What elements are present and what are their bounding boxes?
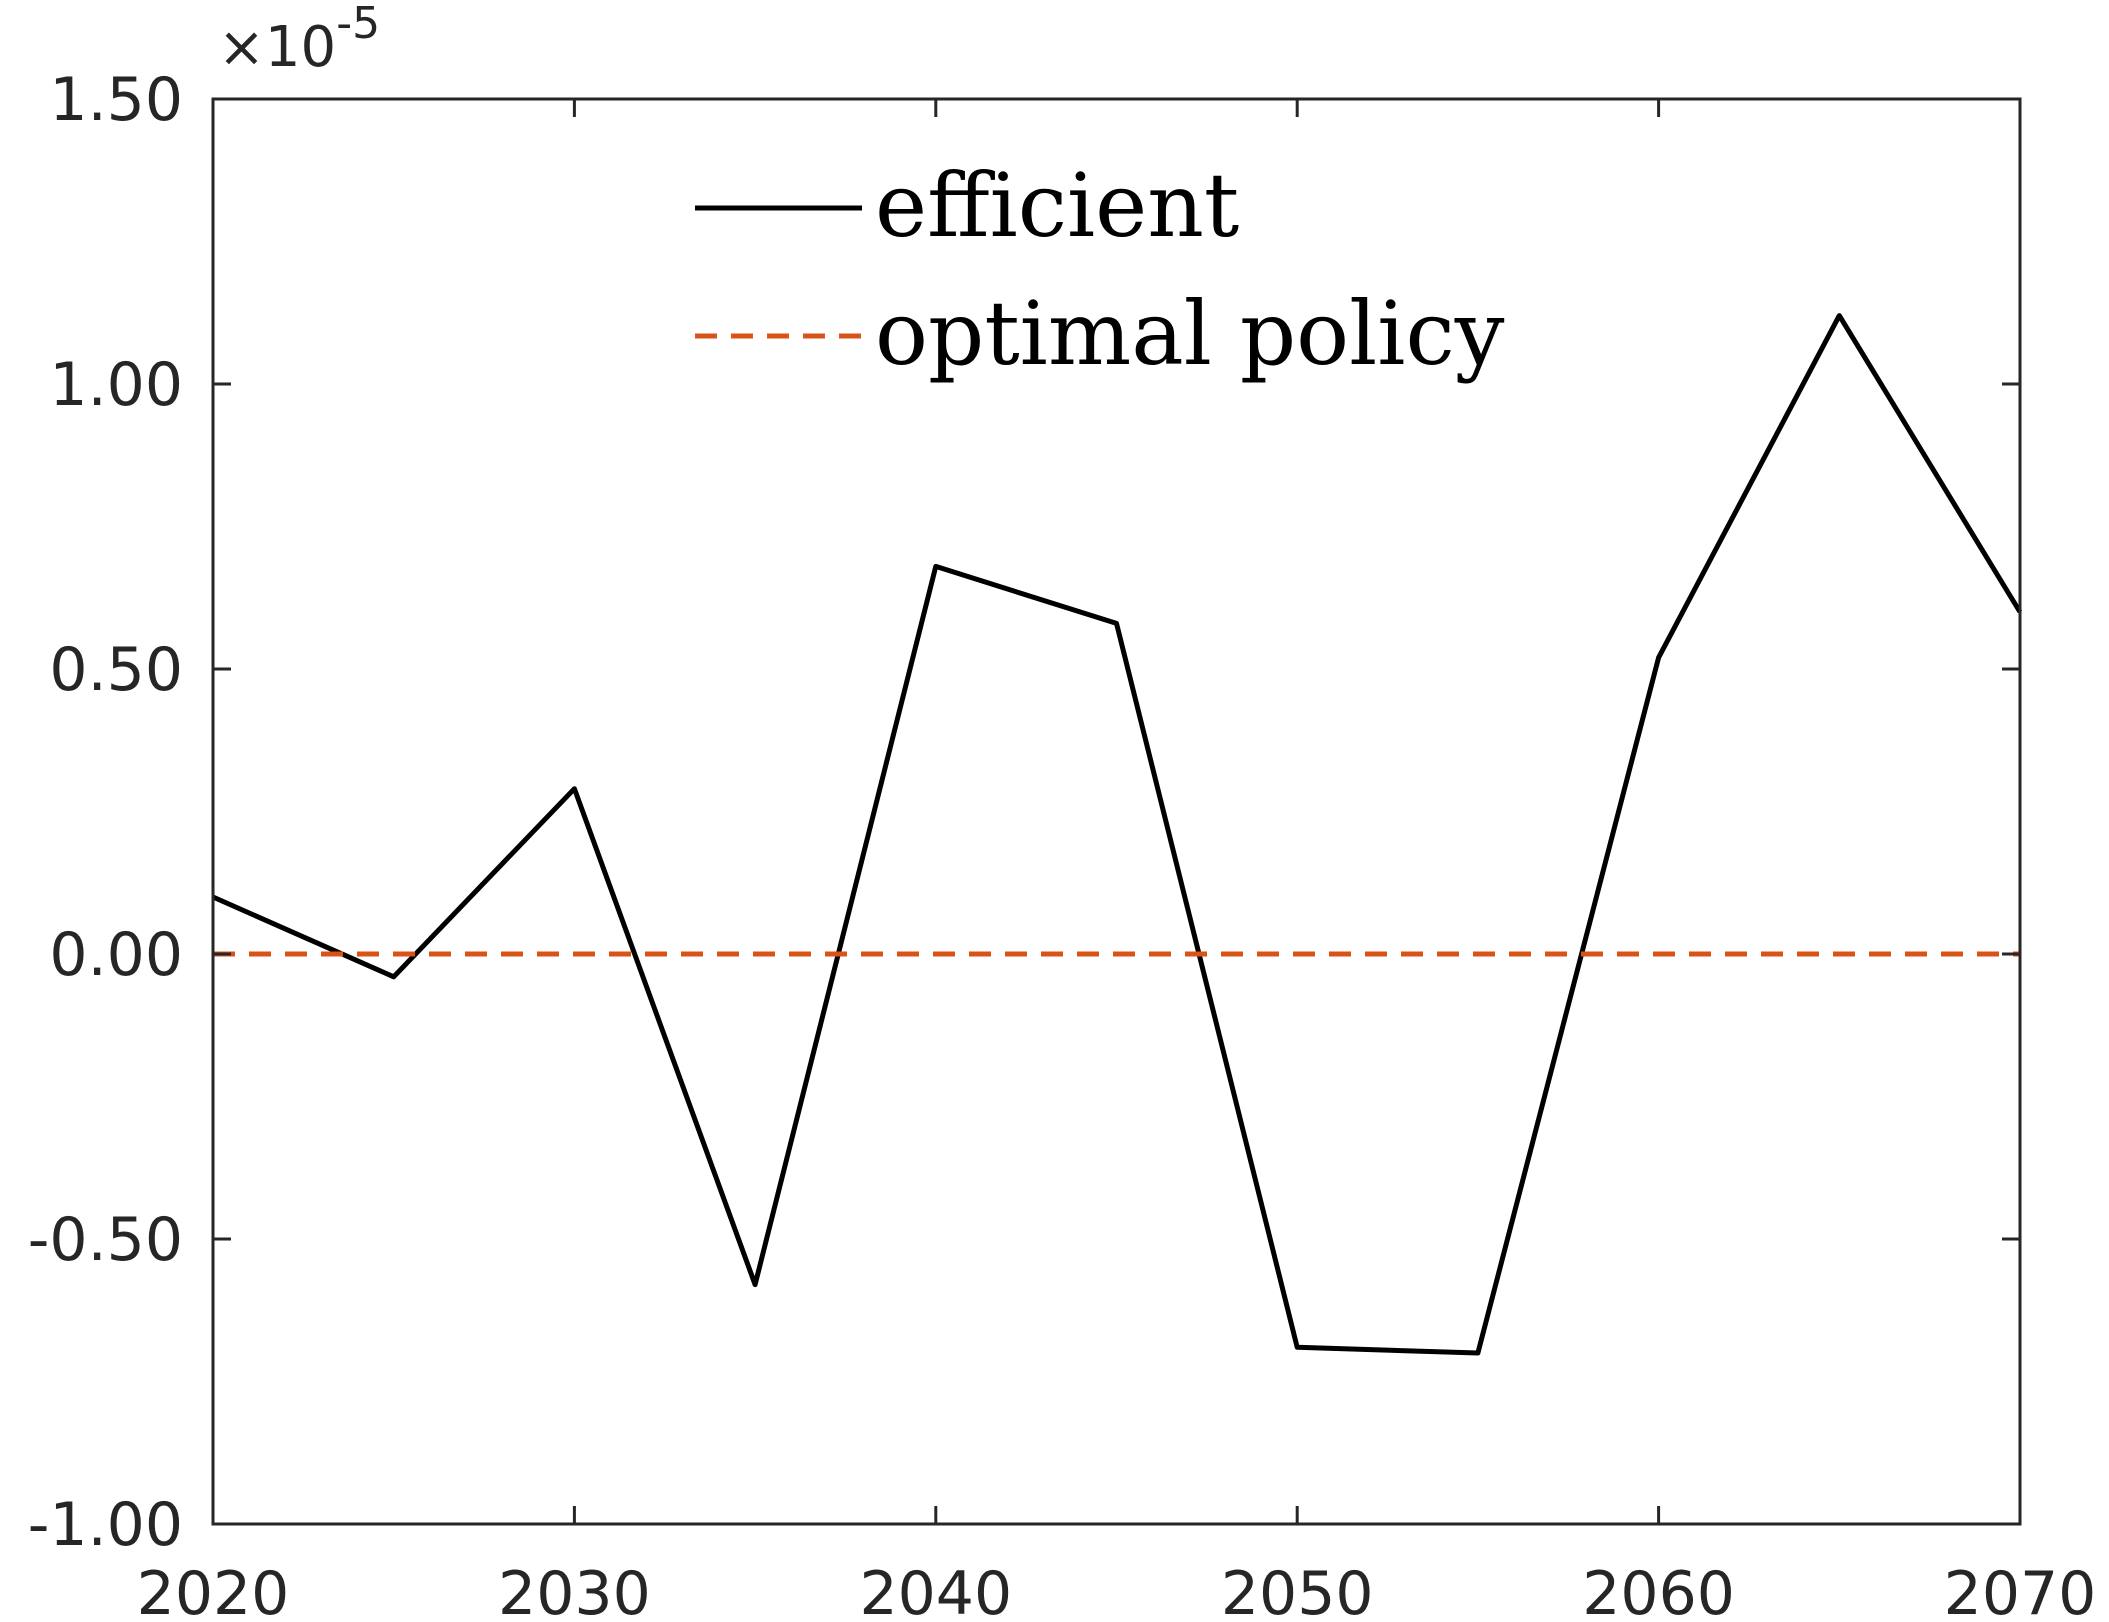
x-tick-label: 2050 — [1221, 1559, 1374, 1622]
y-tick-label: -1.00 — [28, 1490, 183, 1560]
x-tick-label: 2040 — [859, 1559, 1012, 1622]
y-tick-label: 1.50 — [49, 65, 183, 135]
y-tick-label: 0.00 — [49, 920, 183, 990]
x-tick-label: 2020 — [137, 1559, 290, 1622]
x-tick-label: 2070 — [1944, 1559, 2097, 1622]
x-axis-tick-labels: 2020 2030 2040 2050 2060 2070 — [137, 1559, 2097, 1622]
y-axis-tick-labels: -1.00 -0.50 0.00 0.50 1.00 1.50 — [28, 65, 183, 1560]
legend: efficient optimal policy — [695, 154, 1505, 385]
y-tick-label: -0.50 — [28, 1205, 183, 1275]
series-line-efficient — [211, 313, 2023, 1356]
y-axis-exponent-label: ×10-5 — [218, 0, 380, 80]
y-tick-label: 0.50 — [49, 635, 183, 705]
legend-label: efficient — [875, 154, 1239, 257]
x-tick-label: 2030 — [498, 1559, 651, 1622]
y-tick-label: 1.00 — [49, 350, 183, 420]
plot-layer — [211, 313, 2023, 1356]
axis-ticks — [211, 97, 2022, 1526]
legend-label: optimal policy — [875, 282, 1505, 385]
x-tick-label: 2060 — [1582, 1559, 1735, 1622]
plot-area-frame — [211, 97, 2022, 1526]
